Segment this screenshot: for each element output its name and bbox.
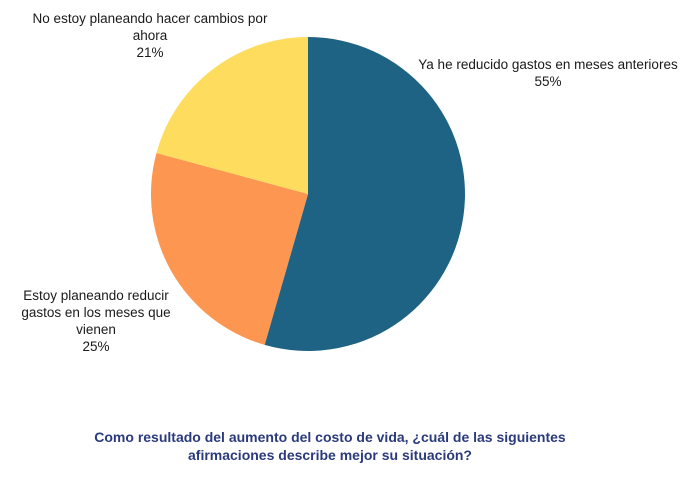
slice-label-planning-reduce: Estoy planeando reducir gastos en los me… bbox=[8, 287, 184, 355]
chart-question: Como resultado del aumento del costo de … bbox=[80, 428, 580, 464]
slice-percent-label: 25% bbox=[82, 339, 110, 354]
slice-label-text: gastos en los meses que bbox=[21, 305, 171, 320]
question-line: Como resultado del aumento del costo de … bbox=[94, 429, 566, 445]
slice-label-text: ahora bbox=[132, 28, 168, 43]
pie-slice-planning-reduce bbox=[151, 152, 308, 345]
question-line: afirmaciones describe mejor su situación… bbox=[188, 447, 472, 463]
pie-slice-reduced-past bbox=[264, 37, 465, 352]
slice-label-text: Estoy planeando reducir bbox=[23, 288, 169, 303]
slice-label-text: Ya he reducido gastos en meses anteriore… bbox=[418, 57, 678, 72]
slice-percent-label: 21% bbox=[136, 45, 164, 60]
slice-label-text: No estoy planeando hacer cambios por bbox=[32, 11, 268, 26]
slice-label-no-changes: No estoy planeando hacer cambios por aho… bbox=[22, 10, 278, 61]
slice-label-text: vienen bbox=[76, 322, 116, 337]
slice-label-reduced-past: Ya he reducido gastos en meses anteriore… bbox=[406, 56, 682, 90]
slice-percent-label: 55% bbox=[534, 74, 562, 89]
pie-slice-no-changes bbox=[156, 37, 308, 194]
